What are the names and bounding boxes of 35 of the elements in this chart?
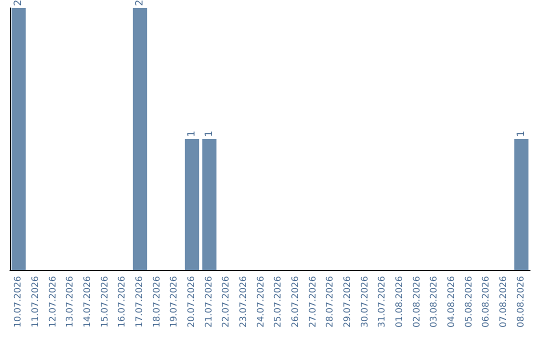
x-tick-label: 21.07.2026 [204,276,214,328]
x-tick-label: 05.08.2026 [464,276,474,328]
x-tick-label: 11.07.2026 [31,276,41,328]
x-tick-label: 30.07.2026 [360,276,370,328]
x-tick-label: 14.07.2026 [83,276,93,328]
x-tick-label: 29.07.2026 [343,276,353,328]
x-tick-label: 18.07.2026 [152,276,162,328]
data-label: 2 [134,0,146,6]
x-tick-label: 19.07.2026 [170,276,180,328]
x-tick-label: 28.07.2026 [326,276,336,328]
x-tick-label: 01.08.2026 [395,276,405,328]
x-tick-label: 16.07.2026 [118,276,128,328]
x-tick-label: 27.07.2026 [308,276,318,328]
x-tick-label: 25.07.2026 [274,276,284,328]
x-tick-label: 02.08.2026 [412,276,422,328]
data-label: 1 [204,130,215,137]
x-tick-label: 26.07.2026 [291,276,301,328]
x-tick-label: 04.08.2026 [447,276,457,328]
data-label: 1 [516,130,527,137]
x-tick-label: 31.07.2026 [378,276,388,328]
x-tick-label: 20.07.2026 [187,276,197,328]
data-label: 1 [186,130,198,137]
x-tick-label: 08.08.2026 [516,276,526,328]
x-tick-label: 13.07.2026 [66,276,76,328]
x-tick-label: 12.07.2026 [48,276,58,328]
x-tick-label: 23.07.2026 [239,276,249,328]
x-tick-label: 10.07.2026 [14,276,24,328]
x-tick-label: 03.08.2026 [430,276,440,328]
x-tick-label: 22.07.2026 [222,276,232,328]
x-tick-label: 24.07.2026 [256,276,266,328]
x-tick-label: 07.08.2026 [499,276,509,328]
x-tick-label: 17.07.2026 [135,276,145,328]
x-tick-label: 15.07.2026 [100,276,110,328]
data-label: 2 [13,0,24,6]
x-tick-label: 06.08.2026 [482,276,492,328]
